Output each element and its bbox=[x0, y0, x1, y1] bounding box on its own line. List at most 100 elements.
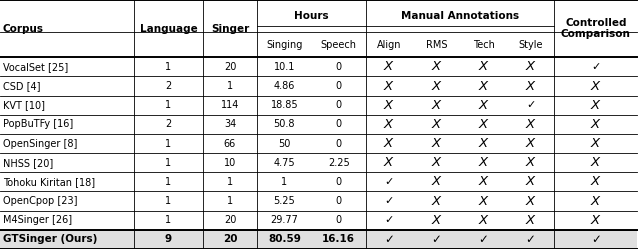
Text: 10: 10 bbox=[224, 158, 236, 168]
Text: 0: 0 bbox=[335, 177, 342, 187]
Text: $\mathbf{\mathit{X}}$: $\mathbf{\mathit{X}}$ bbox=[590, 118, 602, 131]
Text: 29.77: 29.77 bbox=[270, 215, 298, 225]
Text: Tech: Tech bbox=[472, 40, 495, 50]
Text: $\mathbf{\mathit{X}}$: $\mathbf{\mathit{X}}$ bbox=[431, 60, 442, 73]
Text: CSD [4]: CSD [4] bbox=[3, 81, 41, 91]
Text: 1: 1 bbox=[227, 177, 233, 187]
Text: 34: 34 bbox=[224, 119, 236, 129]
Text: $\mathbf{\mathit{X}}$: $\mathbf{\mathit{X}}$ bbox=[477, 156, 490, 169]
Text: PopBuTFy [16]: PopBuTFy [16] bbox=[3, 119, 74, 129]
Text: 0: 0 bbox=[335, 119, 342, 129]
Text: $\mathbf{\mathit{X}}$: $\mathbf{\mathit{X}}$ bbox=[590, 175, 602, 188]
Text: 1: 1 bbox=[165, 138, 172, 149]
Text: 1: 1 bbox=[165, 196, 172, 206]
Text: M4Singer [26]: M4Singer [26] bbox=[3, 215, 72, 225]
Text: 2.25: 2.25 bbox=[328, 158, 349, 168]
Text: $\mathbf{\mathit{X}}$: $\mathbf{\mathit{X}}$ bbox=[431, 99, 442, 112]
Text: Tohoku Kiritan [18]: Tohoku Kiritan [18] bbox=[3, 177, 95, 187]
Text: $\mathbf{\mathit{X}}$: $\mathbf{\mathit{X}}$ bbox=[477, 79, 490, 93]
Text: $\mathbf{\mathit{X}}$: $\mathbf{\mathit{X}}$ bbox=[525, 175, 536, 188]
Text: 0: 0 bbox=[335, 62, 342, 72]
Text: $\mathbf{\mathit{X}}$: $\mathbf{\mathit{X}}$ bbox=[477, 194, 490, 208]
Text: ✓: ✓ bbox=[591, 62, 600, 72]
Text: 20: 20 bbox=[224, 62, 236, 72]
Text: ✓: ✓ bbox=[385, 215, 394, 225]
Text: $\mathbf{\mathit{X}}$: $\mathbf{\mathit{X}}$ bbox=[383, 118, 396, 131]
Text: $\mathbf{\mathit{X}}$: $\mathbf{\mathit{X}}$ bbox=[383, 79, 396, 93]
Text: 0: 0 bbox=[335, 138, 342, 149]
Text: VocalSet [25]: VocalSet [25] bbox=[3, 62, 68, 72]
Text: $\mathbf{\mathit{X}}$: $\mathbf{\mathit{X}}$ bbox=[590, 194, 602, 208]
Text: $\mathbf{\mathit{X}}$: $\mathbf{\mathit{X}}$ bbox=[431, 214, 442, 227]
Text: $\mathbf{\mathit{X}}$: $\mathbf{\mathit{X}}$ bbox=[477, 60, 490, 73]
Text: $\mathbf{\mathit{X}}$: $\mathbf{\mathit{X}}$ bbox=[477, 118, 490, 131]
Text: NHSS [20]: NHSS [20] bbox=[3, 158, 53, 168]
Text: $\mathbf{\mathit{X}}$: $\mathbf{\mathit{X}}$ bbox=[525, 118, 536, 131]
Text: 2: 2 bbox=[165, 81, 172, 91]
Text: $\mathbf{\mathit{X}}$: $\mathbf{\mathit{X}}$ bbox=[525, 60, 536, 73]
Text: ✓: ✓ bbox=[525, 233, 536, 246]
Text: $\mathbf{\mathit{X}}$: $\mathbf{\mathit{X}}$ bbox=[477, 214, 490, 227]
Text: $\mathbf{\mathit{X}}$: $\mathbf{\mathit{X}}$ bbox=[431, 194, 442, 208]
Text: 9: 9 bbox=[165, 234, 172, 245]
Text: Style: Style bbox=[518, 40, 543, 50]
Text: ✓: ✓ bbox=[385, 233, 394, 246]
Text: RMS: RMS bbox=[426, 40, 447, 50]
Text: OpenSinger [8]: OpenSinger [8] bbox=[3, 138, 77, 149]
Text: ✓: ✓ bbox=[385, 196, 394, 206]
Text: $\mathbf{\mathit{X}}$: $\mathbf{\mathit{X}}$ bbox=[590, 99, 602, 112]
Text: 1: 1 bbox=[165, 215, 172, 225]
Text: $\mathbf{\mathit{X}}$: $\mathbf{\mathit{X}}$ bbox=[431, 118, 442, 131]
Text: 20: 20 bbox=[223, 234, 237, 245]
Text: 80.59: 80.59 bbox=[268, 234, 301, 245]
Text: ✓: ✓ bbox=[431, 233, 442, 246]
Text: $\mathbf{\mathit{X}}$: $\mathbf{\mathit{X}}$ bbox=[383, 156, 396, 169]
Text: $\mathbf{\mathit{X}}$: $\mathbf{\mathit{X}}$ bbox=[525, 194, 536, 208]
Text: $\mathbf{\mathit{X}}$: $\mathbf{\mathit{X}}$ bbox=[477, 175, 490, 188]
Text: ✓: ✓ bbox=[591, 233, 601, 246]
Text: $\mathbf{\mathit{X}}$: $\mathbf{\mathit{X}}$ bbox=[590, 79, 602, 93]
Text: $\mathbf{\mathit{X}}$: $\mathbf{\mathit{X}}$ bbox=[383, 137, 396, 150]
Text: Speech: Speech bbox=[321, 40, 356, 50]
Text: 1: 1 bbox=[165, 100, 172, 110]
Text: $\mathbf{\mathit{X}}$: $\mathbf{\mathit{X}}$ bbox=[525, 156, 536, 169]
Text: Align: Align bbox=[377, 40, 402, 50]
Text: ✓: ✓ bbox=[526, 100, 535, 110]
Text: Hours: Hours bbox=[294, 11, 329, 21]
Text: ✓: ✓ bbox=[479, 233, 488, 246]
Text: $\mathbf{\mathit{X}}$: $\mathbf{\mathit{X}}$ bbox=[431, 175, 442, 188]
Text: $\mathbf{\mathit{X}}$: $\mathbf{\mathit{X}}$ bbox=[590, 137, 602, 150]
Text: $\mathbf{\mathit{X}}$: $\mathbf{\mathit{X}}$ bbox=[525, 214, 536, 227]
Text: KVT [10]: KVT [10] bbox=[3, 100, 45, 110]
Text: $\mathbf{\mathit{X}}$: $\mathbf{\mathit{X}}$ bbox=[431, 156, 442, 169]
Text: 114: 114 bbox=[221, 100, 239, 110]
Text: $\mathbf{\mathit{X}}$: $\mathbf{\mathit{X}}$ bbox=[525, 79, 536, 93]
Text: 0: 0 bbox=[335, 81, 342, 91]
Text: 4.86: 4.86 bbox=[274, 81, 295, 91]
Text: $\mathbf{\mathit{X}}$: $\mathbf{\mathit{X}}$ bbox=[590, 214, 602, 227]
Text: Controlled
Comparison: Controlled Comparison bbox=[561, 18, 631, 39]
Text: 50.8: 50.8 bbox=[273, 119, 295, 129]
Text: $\mathbf{\mathit{X}}$: $\mathbf{\mathit{X}}$ bbox=[477, 99, 490, 112]
Text: 0: 0 bbox=[335, 196, 342, 206]
Text: Language: Language bbox=[140, 24, 197, 34]
Text: 1: 1 bbox=[227, 196, 233, 206]
Text: 2: 2 bbox=[165, 119, 172, 129]
Text: 0: 0 bbox=[335, 100, 342, 110]
Text: 66: 66 bbox=[224, 138, 236, 149]
Text: $\mathbf{\mathit{X}}$: $\mathbf{\mathit{X}}$ bbox=[477, 137, 490, 150]
Text: 16.16: 16.16 bbox=[322, 234, 355, 245]
Text: Singer: Singer bbox=[211, 24, 249, 34]
Text: 18.85: 18.85 bbox=[271, 100, 298, 110]
Text: 1: 1 bbox=[281, 177, 287, 187]
Text: 50: 50 bbox=[278, 138, 291, 149]
Text: Singing: Singing bbox=[266, 40, 303, 50]
Text: $\mathbf{\mathit{X}}$: $\mathbf{\mathit{X}}$ bbox=[431, 79, 442, 93]
Text: $\mathbf{\mathit{X}}$: $\mathbf{\mathit{X}}$ bbox=[431, 137, 442, 150]
Text: 20: 20 bbox=[224, 215, 236, 225]
Text: $\mathbf{\mathit{X}}$: $\mathbf{\mathit{X}}$ bbox=[525, 137, 536, 150]
FancyBboxPatch shape bbox=[0, 230, 637, 249]
Text: 1: 1 bbox=[165, 158, 172, 168]
Text: OpenCpop [23]: OpenCpop [23] bbox=[3, 196, 77, 206]
Text: Corpus: Corpus bbox=[3, 24, 44, 34]
